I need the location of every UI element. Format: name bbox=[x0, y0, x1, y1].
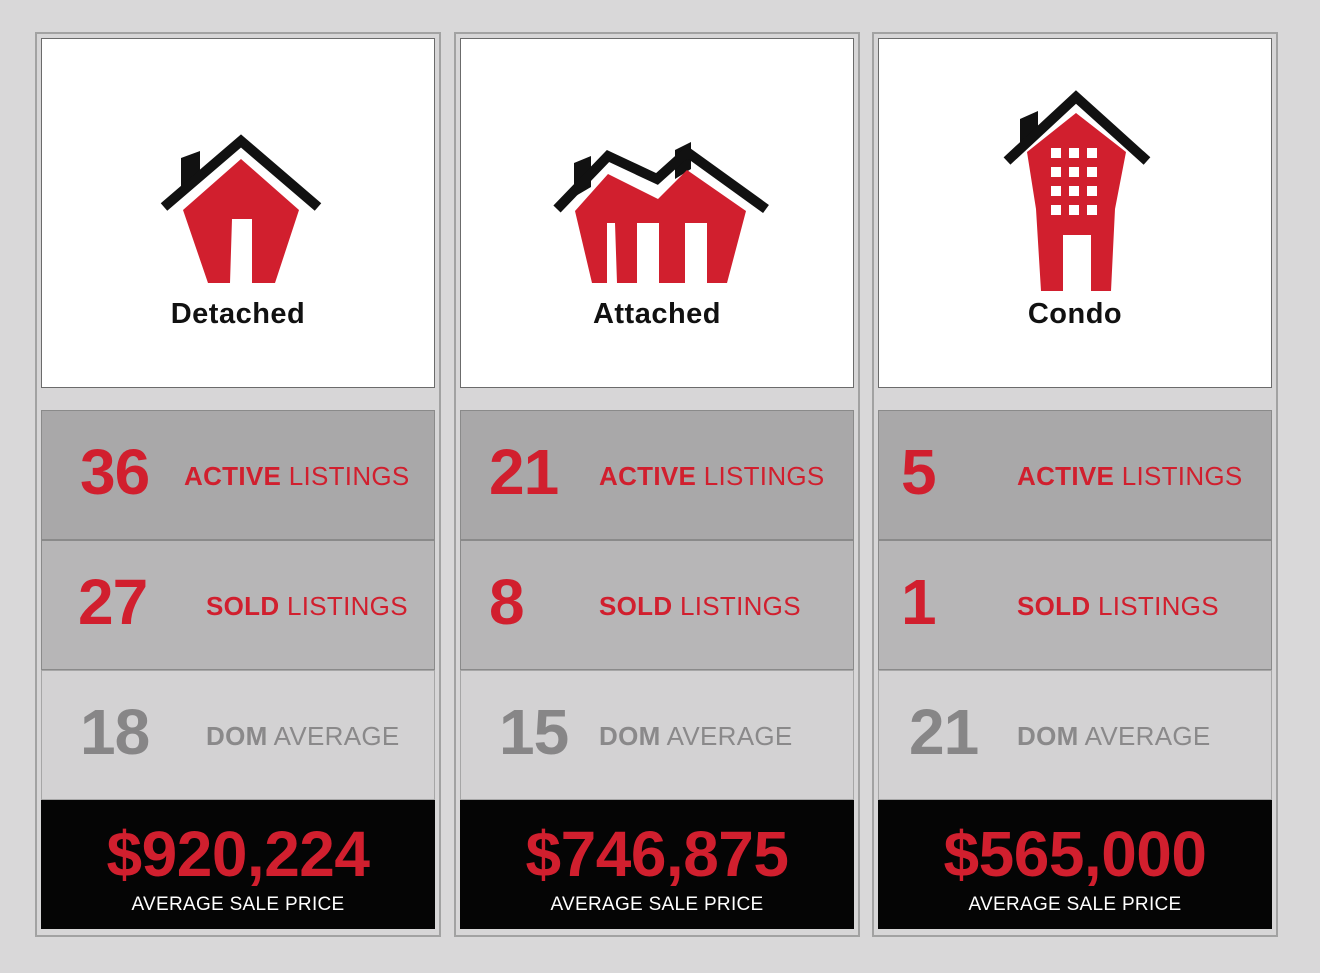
condo-dom-average: 21 DOM AVERAGE bbox=[878, 670, 1272, 800]
detached-title: Detached bbox=[170, 298, 306, 330]
detached-dom-label: DOM AVERAGE bbox=[206, 721, 400, 751]
condo-sold-count: 1 bbox=[901, 566, 937, 638]
condo-title: Condo bbox=[1027, 298, 1123, 330]
condo-card: Condo bbox=[878, 38, 1272, 388]
condo-sold-listings: 1 SOLD LISTINGS bbox=[878, 540, 1272, 670]
condo-active-label: ACTIVE LISTINGS bbox=[1017, 461, 1243, 491]
detached-price-value: $920,224 bbox=[106, 818, 370, 890]
condo-dom-label: DOM AVERAGE bbox=[1017, 721, 1211, 751]
attached-sold-listings: 8 SOLD LISTINGS bbox=[460, 540, 854, 670]
condo-dom-value: 21 bbox=[909, 696, 979, 768]
condo-price-label: AVERAGE SALE PRICE bbox=[968, 894, 1182, 915]
detached-card: Detached bbox=[41, 38, 435, 388]
detached-dom-value: 18 bbox=[80, 696, 150, 768]
attached-dom-label: DOM AVERAGE bbox=[599, 721, 793, 751]
detached-sold-listings: 27 SOLD LISTINGS bbox=[41, 540, 435, 670]
detached-active-label: ACTIVE LISTINGS bbox=[184, 461, 410, 491]
condo-price-value: $565,000 bbox=[943, 818, 1207, 890]
condo-sold-label: SOLD LISTINGS bbox=[1017, 591, 1219, 621]
attached-active-listings: 21 ACTIVE LISTINGS bbox=[460, 410, 854, 540]
attached-sold-count: 8 bbox=[489, 566, 525, 638]
detached-active-listings: 36 ACTIVE LISTINGS bbox=[41, 410, 435, 540]
detached-sold-count: 27 bbox=[78, 566, 148, 638]
detached-sold-label: SOLD LISTINGS bbox=[206, 591, 408, 621]
detached-column: Detached 36 ACTIVE LISTINGS 27 SOLD LIST… bbox=[35, 32, 441, 937]
attached-price-value: $746,875 bbox=[525, 818, 789, 890]
condo-active-listings: 5 ACTIVE LISTINGS bbox=[878, 410, 1272, 540]
attached-column: Attached 21 ACTIVE LISTINGS 8 SOLD LISTI… bbox=[454, 32, 860, 937]
detached-house-icon bbox=[160, 134, 322, 283]
detached-active-count: 36 bbox=[80, 436, 150, 508]
condo-active-count: 5 bbox=[901, 436, 937, 508]
attached-card: Attached bbox=[460, 38, 854, 388]
attached-dom-average: 15 DOM AVERAGE bbox=[460, 670, 854, 800]
detached-price-label: AVERAGE SALE PRICE bbox=[131, 894, 345, 915]
attached-dom-value: 15 bbox=[499, 696, 569, 768]
condo-column: Condo 5 ACTIVE LISTINGS 1 SOLD LISTINGS … bbox=[872, 32, 1278, 937]
condo-average-price: $565,000 AVERAGE SALE PRICE bbox=[878, 800, 1272, 929]
attached-average-price: $746,875 AVERAGE SALE PRICE bbox=[460, 800, 854, 929]
attached-active-label: ACTIVE LISTINGS bbox=[599, 461, 825, 491]
condo-building-icon bbox=[1003, 90, 1151, 291]
detached-dom-average: 18 DOM AVERAGE bbox=[41, 670, 435, 800]
attached-price-label: AVERAGE SALE PRICE bbox=[550, 894, 764, 915]
attached-title: Attached bbox=[592, 298, 722, 330]
attached-active-count: 21 bbox=[489, 436, 559, 508]
attached-sold-label: SOLD LISTINGS bbox=[599, 591, 801, 621]
attached-house-icon bbox=[553, 142, 769, 283]
detached-average-price: $920,224 AVERAGE SALE PRICE bbox=[41, 800, 435, 929]
